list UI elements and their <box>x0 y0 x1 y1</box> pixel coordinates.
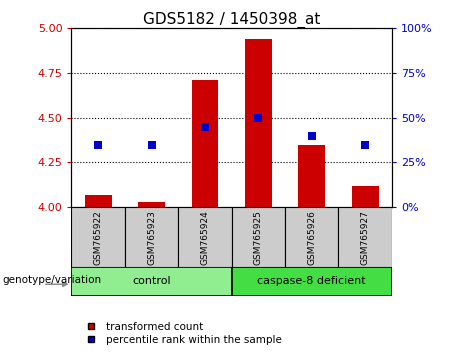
Point <box>148 142 155 147</box>
Bar <box>231 267 392 296</box>
Bar <box>138 202 165 207</box>
Text: GSM765924: GSM765924 <box>201 210 209 264</box>
Point <box>254 115 262 121</box>
Point <box>308 133 315 138</box>
Bar <box>285 207 338 267</box>
Point <box>95 142 102 147</box>
Bar <box>338 207 392 267</box>
Bar <box>231 207 285 267</box>
Legend: transformed count, percentile rank within the sample: transformed count, percentile rank withi… <box>77 317 286 349</box>
Bar <box>245 39 272 207</box>
Title: GDS5182 / 1450398_at: GDS5182 / 1450398_at <box>143 12 320 28</box>
Text: GSM765925: GSM765925 <box>254 210 263 265</box>
Bar <box>125 207 178 267</box>
Text: GSM765922: GSM765922 <box>94 210 103 264</box>
Text: control: control <box>132 276 171 286</box>
Bar <box>178 207 231 267</box>
Text: GSM765926: GSM765926 <box>307 210 316 265</box>
Text: genotype/variation: genotype/variation <box>2 275 101 285</box>
Text: GSM765927: GSM765927 <box>361 210 370 265</box>
Bar <box>71 267 231 296</box>
Text: caspase-8 deficient: caspase-8 deficient <box>257 276 366 286</box>
Point <box>361 142 369 147</box>
Bar <box>298 144 325 207</box>
Text: GSM765923: GSM765923 <box>147 210 156 265</box>
Bar <box>71 207 125 267</box>
Bar <box>352 185 378 207</box>
Bar <box>85 195 112 207</box>
Point <box>201 124 209 130</box>
Bar <box>192 80 219 207</box>
